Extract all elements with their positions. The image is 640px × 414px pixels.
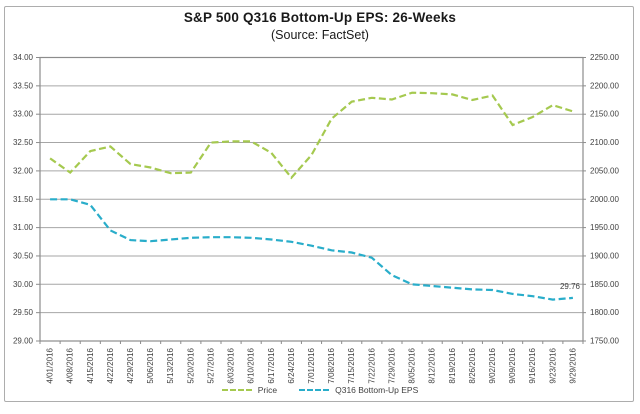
left-axis-label: 32.00: [13, 166, 34, 175]
left-axis-label: 30.50: [13, 251, 34, 260]
left-axis-label: 33.00: [13, 110, 34, 119]
right-axis-label: 2100.00: [590, 138, 619, 147]
left-axis-label: 33.50: [13, 81, 34, 90]
x-axis-label: 4/08/2016: [66, 347, 75, 383]
right-axis-label: 2050.00: [590, 166, 619, 175]
x-axis-label: 7/29/2016: [387, 347, 396, 383]
plot-border: [39, 56, 584, 342]
legend-item: Price: [221, 385, 278, 395]
x-axis-label: 7/08/2016: [327, 347, 336, 383]
x-axis-label: 5/13/2016: [166, 347, 175, 383]
eps-line: [50, 198, 573, 301]
left-axis-label: 34.00: [13, 53, 34, 62]
right-axis-label: 1900.00: [590, 251, 619, 260]
right-axis-label: 1850.00: [590, 280, 619, 289]
left-axis-label: 31.50: [13, 195, 34, 204]
right-axis-label: 2000.00: [590, 195, 619, 204]
x-axis-label: 6/24/2016: [287, 347, 296, 383]
left-axis-label: 29.00: [13, 337, 34, 346]
x-axis-label: 6/10/2016: [247, 347, 256, 383]
x-axis-label: 6/03/2016: [227, 347, 236, 383]
chart-subtitle: (Source: FactSet): [271, 28, 369, 42]
legend-item: Q316 Bottom-Up EPS: [299, 385, 418, 395]
chart-frame: [4, 6, 634, 402]
x-axis-label: 9/02/2016: [488, 347, 497, 383]
left-axis-label: 32.50: [13, 138, 34, 147]
x-axis-label: 5/20/2016: [186, 347, 195, 383]
legend-label: Q316 Bottom-Up EPS: [335, 385, 419, 395]
x-axis-label: 9/09/2016: [508, 347, 517, 383]
left-axis-label: 29.50: [13, 308, 34, 317]
x-axis-label: 4/29/2016: [126, 347, 135, 383]
x-axis-label: 9/29/2016: [568, 347, 577, 383]
right-axis-label: 2250.00: [590, 53, 619, 62]
right-axis-label: 2200.00: [590, 81, 619, 90]
x-axis-label: 5/06/2016: [146, 347, 155, 383]
x-axis-label: 7/15/2016: [347, 347, 356, 383]
x-axis-label: 8/19/2016: [448, 347, 457, 383]
x-axis-label: 4/01/2016: [46, 347, 55, 383]
x-axis-label: 9/16/2016: [528, 347, 537, 383]
x-axis-label: 4/15/2016: [86, 347, 95, 383]
x-axis-label: 8/12/2016: [428, 347, 437, 383]
x-axis-label: 6/17/2016: [267, 347, 276, 383]
legend-swatch-icon: [299, 389, 330, 391]
right-axis-label: 1950.00: [590, 223, 619, 232]
chart-title: S&P 500 Q316 Bottom-Up EPS: 26-Weeks: [183, 10, 457, 25]
legend-swatch-icon: [221, 389, 252, 391]
x-axis-label: 4/22/2016: [106, 347, 115, 383]
x-axis-label: 5/27/2016: [206, 347, 215, 383]
x-axis-label: 9/23/2016: [548, 347, 557, 383]
x-axis-label: 8/05/2016: [408, 347, 417, 383]
last-value-annotation: 29.76: [560, 282, 581, 291]
x-axis-label: 7/01/2016: [307, 347, 316, 383]
right-axis-label: 1800.00: [590, 308, 619, 317]
x-axis-label: 7/22/2016: [367, 347, 376, 383]
x-axis-label: 8/26/2016: [468, 347, 477, 383]
price-line: [49, 91, 574, 180]
left-axis-label: 30.00: [13, 280, 34, 289]
right-axis-label: 1750.00: [590, 337, 619, 346]
left-axis-label: 31.00: [13, 223, 34, 232]
right-axis-label: 2150.00: [590, 110, 619, 119]
legend: Price Q316 Bottom-Up EPS: [0, 385, 640, 395]
legend-label: Price: [257, 385, 278, 395]
